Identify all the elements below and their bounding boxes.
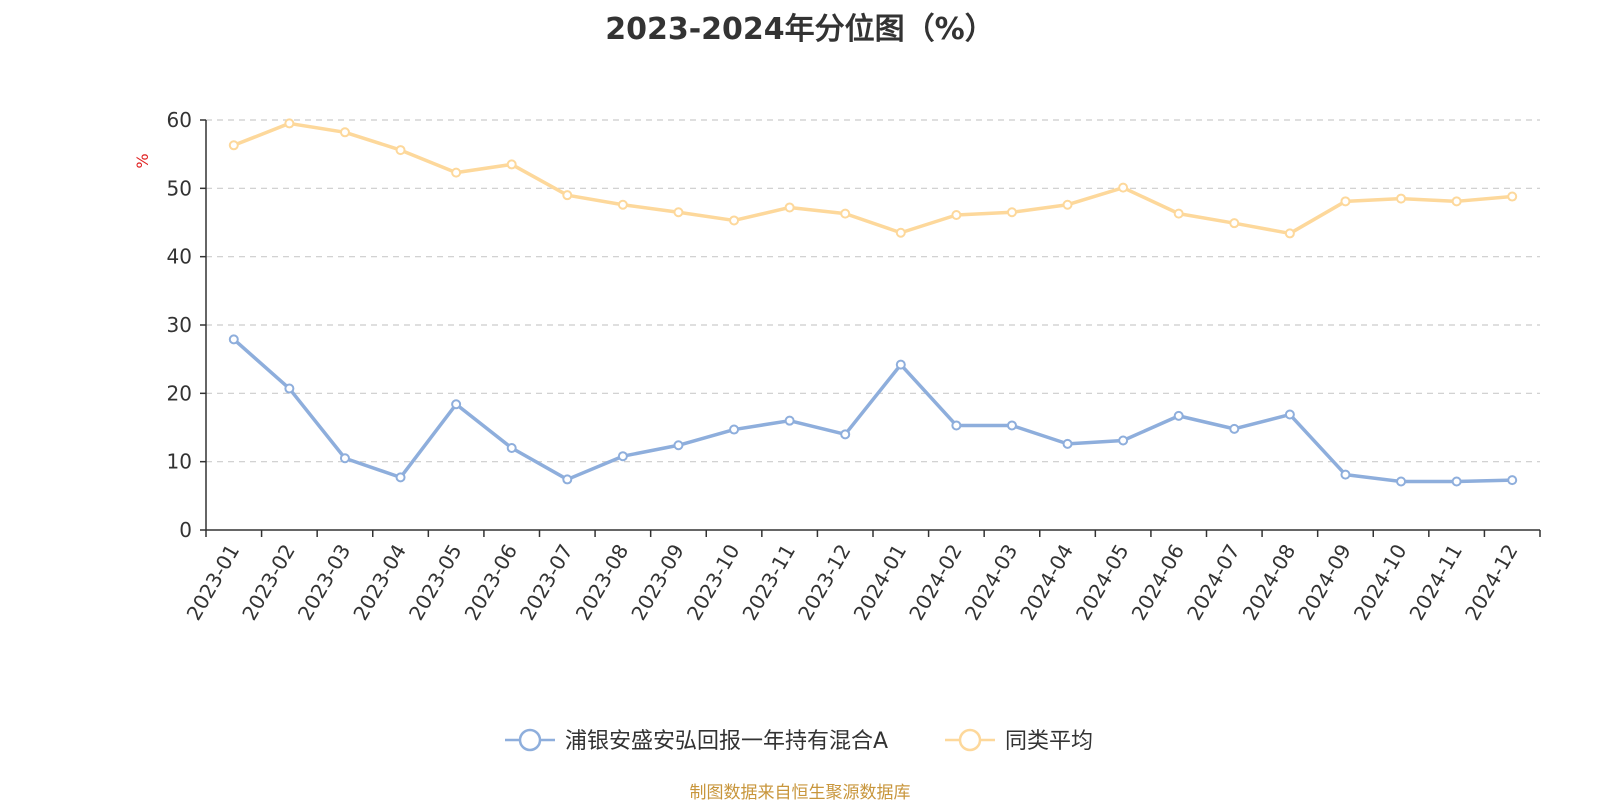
x-tick-label: 2023-06 bbox=[460, 540, 523, 624]
data-point bbox=[840, 208, 851, 219]
data-point bbox=[395, 145, 406, 156]
data-point bbox=[1507, 475, 1518, 486]
data-point bbox=[840, 429, 851, 440]
data-point bbox=[784, 202, 795, 213]
x-tick-label: 2024-11 bbox=[1404, 540, 1467, 624]
y-tick-label: 20 bbox=[167, 381, 192, 405]
data-point bbox=[284, 383, 295, 394]
x-tick-label: 2023-09 bbox=[626, 540, 689, 624]
legend-swatch-marker bbox=[518, 728, 542, 752]
x-tick-label: 2024-09 bbox=[1293, 540, 1356, 624]
data-point bbox=[506, 159, 517, 170]
data-point bbox=[951, 209, 962, 220]
data-point bbox=[562, 190, 573, 201]
data-source-note: 制图数据来自恒生聚源数据库 bbox=[689, 783, 911, 803]
x-tick-label: 2023-10 bbox=[682, 540, 745, 624]
data-point bbox=[617, 451, 628, 462]
data-point bbox=[1340, 469, 1351, 480]
legend-label: 浦银安盛安弘回报一年持有混合A bbox=[565, 729, 888, 754]
y-tick-label: 0 bbox=[179, 518, 192, 542]
data-point bbox=[1118, 182, 1129, 193]
data-point bbox=[673, 440, 684, 451]
x-tick-label: 2024-08 bbox=[1238, 540, 1301, 624]
axes: 0102030405060%2023-012023-022023-032023-… bbox=[133, 108, 1541, 624]
data-point bbox=[1229, 218, 1240, 229]
data-point bbox=[1396, 476, 1407, 487]
x-tick-label: 2024-10 bbox=[1349, 540, 1412, 624]
legend-label: 同类平均 bbox=[1005, 729, 1093, 754]
data-point bbox=[729, 424, 740, 435]
legend-swatch-marker bbox=[958, 728, 982, 752]
data-point bbox=[1284, 409, 1295, 420]
data-point bbox=[1062, 438, 1073, 449]
data-point bbox=[506, 443, 517, 453]
y-tick-label: 40 bbox=[167, 245, 192, 269]
data-point bbox=[451, 167, 462, 178]
series-line bbox=[232, 338, 1513, 484]
x-tick-label: 2023-03 bbox=[293, 540, 356, 624]
data-point bbox=[562, 474, 573, 485]
x-tick-label: 2024-01 bbox=[849, 540, 912, 624]
x-tick-label: 2023-08 bbox=[571, 540, 634, 624]
data-point bbox=[951, 420, 962, 431]
x-tick-label: 2024-04 bbox=[1015, 540, 1078, 624]
data-point bbox=[284, 118, 295, 129]
data-point bbox=[1396, 193, 1407, 204]
data-point bbox=[1062, 199, 1073, 210]
data-point bbox=[1173, 410, 1184, 421]
data-point bbox=[895, 227, 906, 238]
data-point bbox=[1006, 207, 1017, 218]
x-tick-label: 2023-05 bbox=[404, 540, 467, 624]
y-tick-label: 30 bbox=[167, 313, 192, 337]
x-tick-label: 2023-12 bbox=[793, 540, 856, 624]
x-tick-label: 2023-02 bbox=[237, 540, 300, 624]
data-point bbox=[1173, 208, 1184, 219]
series-lines bbox=[228, 118, 1518, 487]
legend: 浦银安盛安弘回报一年持有混合A 同类平均 bbox=[505, 728, 1093, 754]
data-point bbox=[1451, 196, 1462, 207]
data-point bbox=[895, 359, 906, 370]
y-tick-label: 10 bbox=[167, 450, 192, 474]
x-tick-label: 2024-06 bbox=[1127, 540, 1190, 624]
data-point bbox=[228, 140, 239, 151]
data-point bbox=[1284, 228, 1295, 239]
y-axis-label: % bbox=[133, 153, 152, 168]
data-point bbox=[729, 215, 740, 226]
data-point bbox=[395, 472, 406, 483]
data-point bbox=[1507, 191, 1518, 202]
data-point bbox=[784, 415, 795, 426]
x-tick-label: 2023-04 bbox=[348, 540, 411, 624]
y-tick-label: 60 bbox=[167, 108, 192, 132]
x-tick-label: 2023-11 bbox=[737, 540, 800, 624]
data-point bbox=[673, 207, 684, 218]
x-tick-label: 2024-05 bbox=[1071, 540, 1134, 624]
data-point bbox=[1118, 435, 1129, 446]
data-point bbox=[617, 199, 628, 210]
data-point bbox=[1340, 196, 1351, 207]
x-tick-label: 2024-03 bbox=[960, 540, 1023, 624]
y-tick-label: 50 bbox=[167, 176, 192, 200]
x-tick-label: 2024-07 bbox=[1182, 540, 1245, 624]
data-point bbox=[1006, 420, 1017, 431]
grid-lines bbox=[206, 119, 1540, 463]
data-point bbox=[228, 334, 239, 345]
series-line bbox=[233, 121, 1513, 236]
chart-title: 2023-2024年分位图（%） bbox=[605, 12, 995, 47]
data-point bbox=[451, 399, 462, 410]
x-tick-label: 2023-01 bbox=[182, 540, 245, 624]
data-point bbox=[1229, 423, 1240, 434]
x-tick-label: 2023-07 bbox=[515, 540, 578, 624]
data-point bbox=[339, 453, 350, 464]
data-point bbox=[339, 127, 350, 138]
x-tick-label: 2024-02 bbox=[904, 540, 967, 624]
data-point bbox=[1451, 476, 1462, 487]
x-tick-label: 2024-12 bbox=[1460, 540, 1523, 624]
